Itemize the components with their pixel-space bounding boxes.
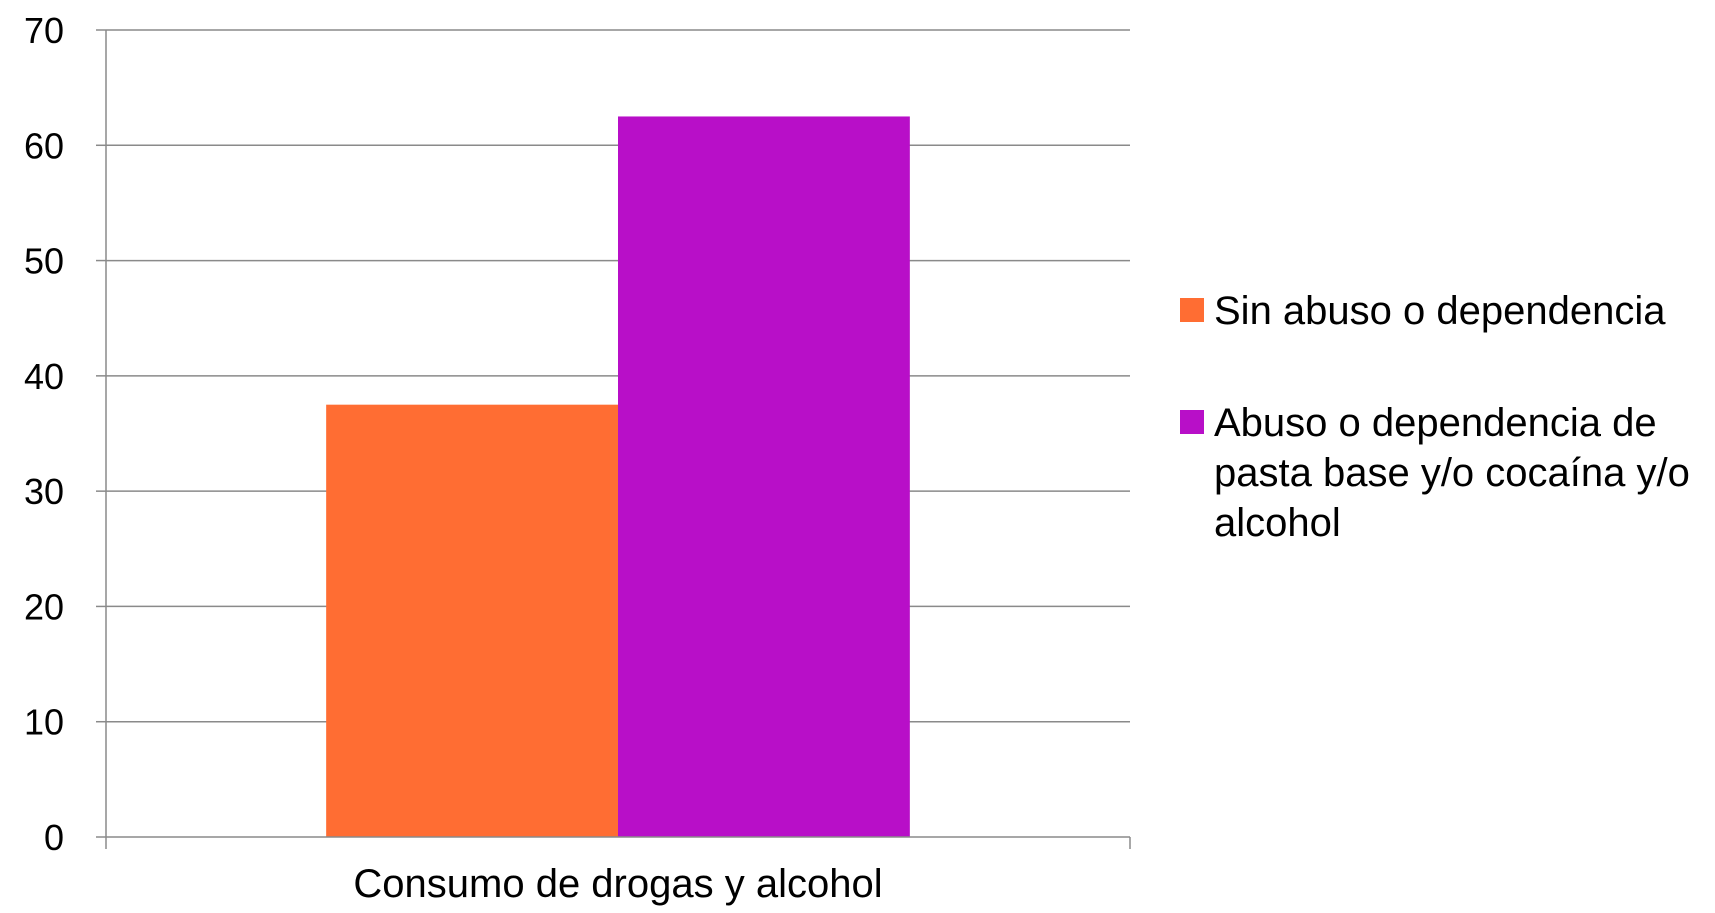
y-axis-tick-labels: 0 10 20 30 40 50 60 70 bbox=[24, 10, 64, 858]
y-tick-label: 20 bbox=[24, 586, 64, 627]
legend-swatch-orange bbox=[1180, 298, 1204, 322]
x-category-label: Consumo de drogas y alcohol bbox=[353, 862, 882, 906]
x-axis-ticks bbox=[105, 837, 1131, 849]
bar-abuso bbox=[618, 116, 910, 837]
legend: Sin abuso o dependencia Abuso o dependen… bbox=[1180, 286, 1710, 610]
legend-swatch-purple bbox=[1180, 410, 1204, 434]
bar-sin-abuso bbox=[326, 404, 618, 837]
legend-label: Sin abuso o dependencia bbox=[1214, 289, 1666, 333]
bar-chart: 0 10 20 30 40 50 60 70 Consumo de drogas y alco… bbox=[24, 10, 1131, 906]
legend-item-abuso: Abuso o dependencia de pasta base y/o co… bbox=[1180, 398, 1710, 548]
y-tick-label: 10 bbox=[24, 702, 64, 743]
y-tick-label: 60 bbox=[24, 125, 64, 166]
bars bbox=[326, 116, 910, 837]
y-tick-label: 30 bbox=[24, 471, 64, 512]
y-tick-label: 40 bbox=[24, 356, 64, 397]
y-tick-label: 70 bbox=[24, 10, 64, 51]
legend-item-sin-abuso: Sin abuso o dependencia bbox=[1180, 286, 1710, 336]
y-tick-label: 50 bbox=[24, 241, 64, 282]
y-tick-label: 0 bbox=[44, 817, 64, 858]
legend-label: Abuso o dependencia de pasta base y/o co… bbox=[1214, 401, 1690, 545]
